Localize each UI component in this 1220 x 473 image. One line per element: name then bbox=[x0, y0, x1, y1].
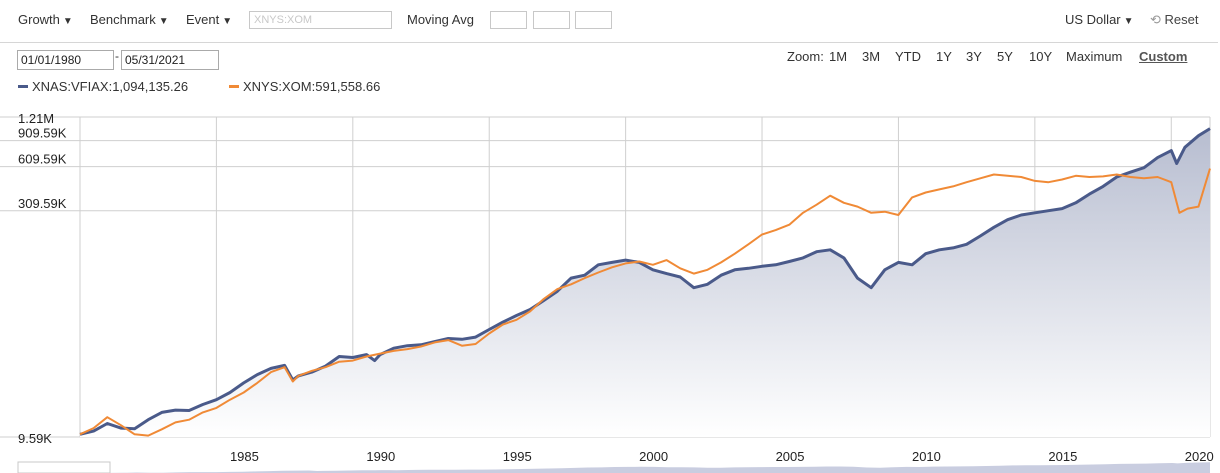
series-line-xom[interactable] bbox=[79, 168, 1211, 437]
zoom-option-3m[interactable]: 3M bbox=[862, 49, 881, 64]
y-tick-label: 609.59K bbox=[18, 152, 67, 167]
legend-label-vfiax: XNAS:VFIAX:1,094,135.26 bbox=[32, 79, 189, 94]
legend-swatch-vfiax bbox=[18, 85, 28, 89]
x-tick-label: 1995 bbox=[503, 449, 532, 464]
zoom-option-10y[interactable]: 10Y bbox=[1029, 49, 1053, 64]
navigator-mini-area[interactable] bbox=[110, 462, 1210, 473]
reset-icon: ⟲ bbox=[1150, 12, 1161, 27]
zoom-label: Zoom: bbox=[787, 49, 824, 64]
navigator-handle[interactable] bbox=[17, 461, 111, 473]
zoom-option-1m[interactable]: 1M bbox=[829, 49, 848, 64]
currency-menu[interactable]: US Dollar ▼ bbox=[1065, 12, 1134, 27]
end-date-input[interactable] bbox=[121, 50, 219, 70]
growth-menu[interactable]: Growth ▼ bbox=[18, 12, 73, 27]
chevron-down-icon: ▼ bbox=[158, 16, 169, 27]
y-tick-label: 1.21M bbox=[18, 111, 54, 126]
legend-label-xom: XNYS:XOM:591,558.66 bbox=[243, 79, 381, 94]
event-menu-label: Event bbox=[186, 12, 220, 27]
benchmark-menu[interactable]: Benchmark ▼ bbox=[90, 12, 169, 27]
currency-menu-label: US Dollar bbox=[1065, 12, 1121, 27]
zoom-option-custom[interactable]: Custom bbox=[1139, 49, 1188, 64]
event-menu[interactable]: Event ▼ bbox=[186, 12, 232, 27]
reset-button[interactable]: ⟲ Reset bbox=[1150, 12, 1199, 28]
chevron-down-icon: ▼ bbox=[62, 16, 73, 27]
chevron-down-icon: ▼ bbox=[222, 16, 233, 27]
x-tick-label: 2005 bbox=[776, 449, 805, 464]
growth-menu-label: Growth bbox=[18, 12, 60, 27]
legend-swatch-xom bbox=[229, 85, 239, 89]
x-tick-label: 2010 bbox=[912, 449, 941, 464]
x-tick-label: 1990 bbox=[366, 449, 395, 464]
moving-avg-input-1[interactable] bbox=[490, 11, 527, 29]
zoom-option-ytd[interactable]: YTD bbox=[895, 49, 921, 64]
ticker-input[interactable] bbox=[249, 11, 392, 29]
zoom-option-1y[interactable]: 1Y bbox=[936, 49, 952, 64]
chevron-down-icon: ▼ bbox=[1123, 16, 1134, 27]
zoom-option-maximum[interactable]: Maximum bbox=[1066, 49, 1123, 64]
moving-avg-input-3[interactable] bbox=[575, 11, 612, 29]
x-tick-label: 2015 bbox=[1048, 449, 1077, 464]
date-separator: - bbox=[115, 49, 119, 63]
benchmark-menu-label: Benchmark bbox=[90, 12, 156, 27]
zoom-option-3y[interactable]: 3Y bbox=[966, 49, 982, 64]
reset-label: Reset bbox=[1164, 12, 1199, 27]
legend-item-xom[interactable]: XNYS:XOM:591,558.66 bbox=[229, 79, 380, 94]
x-tick-label: 1985 bbox=[230, 449, 259, 464]
moving-avg-input-2[interactable] bbox=[533, 11, 570, 29]
series-area-vfiax bbox=[80, 128, 1210, 437]
x-tick-label: 2020 bbox=[1185, 449, 1214, 464]
y-tick-label: 9.59K bbox=[18, 431, 52, 446]
y-tick-label: 909.59K bbox=[18, 126, 67, 141]
moving-avg-label: Moving Avg bbox=[407, 12, 474, 27]
start-date-input[interactable] bbox=[17, 50, 114, 70]
legend-item-vfiax[interactable]: XNAS:VFIAX:1,094,135.26 bbox=[18, 79, 188, 94]
x-tick-label: 2000 bbox=[639, 449, 668, 464]
y-tick-label: 309.59K bbox=[18, 196, 67, 211]
toolbar: Growth▼ Benchmark▼ Event▼ Moving Avg US … bbox=[0, 0, 1218, 43]
zoom-option-5y[interactable]: 5Y bbox=[997, 49, 1013, 64]
